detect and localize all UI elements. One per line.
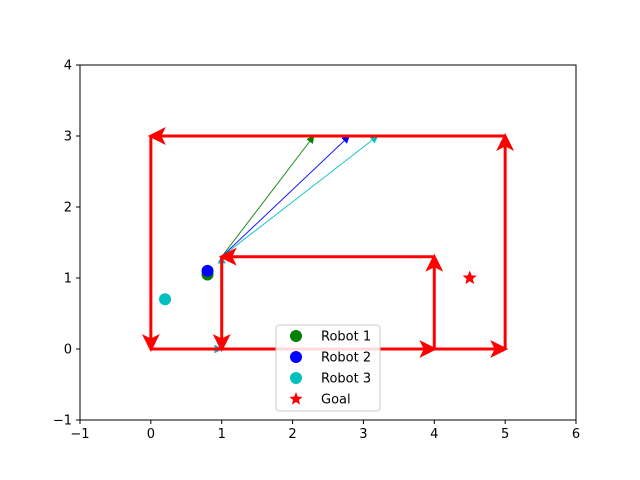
legend-label: Robot 1 xyxy=(321,330,371,345)
legend-star-icon xyxy=(289,392,303,405)
legend: Robot 1 Robot 2 Robot 3 Goal xyxy=(275,324,381,412)
y-tick-label: 1 xyxy=(64,272,72,287)
goal-marker xyxy=(462,270,477,285)
y-tick-label: 2 xyxy=(64,201,72,216)
legend-entry-goal: Goal xyxy=(289,392,351,408)
points-layer xyxy=(159,264,477,306)
x-tick-label: 6 xyxy=(572,427,580,442)
legend-entry-robot-1: Robot 1 xyxy=(290,330,371,345)
legend-box xyxy=(275,324,381,412)
x-tick-label: 0 xyxy=(147,427,155,442)
legend-entry-robot-2: Robot 2 xyxy=(290,351,371,366)
y-tick-label: 4 xyxy=(64,59,72,74)
x-tick-label: −1 xyxy=(70,427,89,442)
legend-label: Robot 3 xyxy=(321,372,371,387)
x-axis: −1 0 1 2 3 4 5 6 xyxy=(70,420,580,442)
robot-1-trail-segment-3 xyxy=(221,135,315,258)
legend-entry-robot-3: Robot 3 xyxy=(290,372,371,387)
y-tick-label: −1 xyxy=(53,414,72,429)
legend-label: Goal xyxy=(321,393,351,408)
paths-layer xyxy=(141,127,515,358)
y-tick-label: 0 xyxy=(64,343,72,358)
legend-circle-icon xyxy=(290,351,302,363)
robot-3-marker xyxy=(159,293,172,306)
y-tick-label: 3 xyxy=(64,130,72,145)
robot-2-marker xyxy=(201,264,214,277)
x-tick-label: 2 xyxy=(288,427,296,442)
legend-label: Robot 2 xyxy=(321,351,371,366)
robot-3-trail-segment-3 xyxy=(221,135,379,258)
legend-circle-icon xyxy=(290,372,302,384)
y-axis: −1 0 1 2 3 4 xyxy=(53,59,80,429)
x-tick-label: 4 xyxy=(430,427,438,442)
plot-frame xyxy=(79,64,577,421)
x-tick-label: 5 xyxy=(501,427,509,442)
robot-2-trail-segment-3 xyxy=(221,135,350,258)
x-tick-label: 1 xyxy=(218,427,226,442)
x-tick-label: 3 xyxy=(359,427,367,442)
legend-circle-icon xyxy=(290,330,302,342)
